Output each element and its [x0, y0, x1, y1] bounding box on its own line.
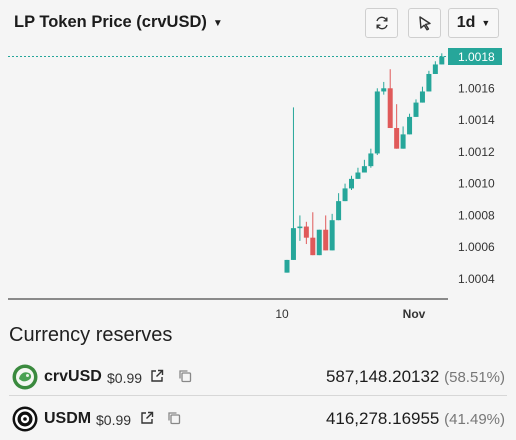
copy-icon[interactable]: [166, 410, 182, 426]
candle-body: [290, 228, 296, 260]
cursor-icon: [418, 16, 431, 31]
x-tick-label: Nov: [403, 307, 426, 321]
candle: [336, 193, 342, 221]
reserve-amount-value: 587,148.20132: [325, 367, 440, 386]
candle-body: [419, 91, 425, 103]
usdm-coin-icon: [12, 406, 38, 432]
candle: [316, 229, 322, 256]
candle: [426, 70, 432, 92]
time-range-label: 1d: [456, 14, 476, 31]
candle-body: [407, 116, 413, 135]
candle: [290, 107, 296, 260]
x-tick-label: 10: [275, 307, 289, 321]
candle: [413, 99, 419, 117]
y-tick-label: 1.0006: [458, 240, 495, 254]
candle: [284, 259, 290, 273]
candle: [368, 148, 374, 168]
candle: [342, 183, 348, 202]
y-tick-label: 1.0010: [458, 177, 495, 191]
candle-body: [413, 102, 419, 117]
copy-icon[interactable]: [177, 368, 193, 384]
candle-body: [374, 91, 380, 154]
crvusd-coin-icon: [12, 364, 38, 390]
candle-body: [323, 229, 329, 251]
candle: [310, 212, 316, 256]
time-range-dropdown[interactable]: 1d ▼: [448, 8, 499, 38]
coin-price: $0.99: [107, 370, 143, 386]
candle: [387, 69, 393, 129]
candle-body: [439, 56, 445, 65]
candle: [349, 175, 354, 190]
candle: [355, 167, 361, 179]
candle-body: [297, 226, 303, 229]
candle-body: [387, 88, 393, 129]
candle: [400, 126, 406, 149]
candle-body: [394, 128, 400, 149]
reserve-amount: 587,148.20132 (58.51%): [326, 367, 505, 387]
candle: [394, 104, 400, 149]
candles-group: [284, 53, 445, 273]
candle-body: [342, 188, 348, 202]
candle-body: [400, 134, 406, 149]
coin-price: $0.99: [96, 412, 132, 428]
candle: [432, 61, 438, 74]
y-tick-label: 1.0012: [458, 145, 495, 159]
external-link-icon[interactable]: [139, 410, 155, 426]
chart-title-dropdown[interactable]: LP Token Price (crvUSD) ▼: [14, 13, 223, 32]
candle-body: [432, 64, 438, 74]
candle: [419, 86, 425, 103]
refresh-icon: [375, 16, 388, 30]
reserve-share: (58.51%): [444, 369, 505, 386]
candle-body: [368, 153, 374, 167]
candle: [374, 88, 380, 156]
cursor-mode-button[interactable]: [408, 8, 441, 38]
candle-body: [316, 229, 322, 256]
y-tick-label: 1.0008: [458, 208, 495, 222]
reserve-amount: 416,278.16955 (41.49%): [326, 409, 505, 429]
chart-title: LP Token Price (crvUSD): [14, 13, 207, 31]
reserve-amount-value: 416,278.16955: [325, 409, 440, 428]
y-tick-label: 1.0014: [458, 113, 495, 127]
candle: [303, 221, 309, 245]
chevron-down-icon: ▼: [481, 18, 491, 28]
chevron-down-icon: ▼: [212, 18, 223, 29]
reserve-share: (41.49%): [444, 411, 505, 428]
section-title: Currency reserves: [9, 324, 173, 346]
coin-symbol: crvUSD: [44, 368, 102, 385]
candle: [297, 215, 303, 241]
candle-body: [303, 226, 309, 238]
candle-body: [329, 220, 335, 251]
candle-body: [284, 259, 290, 273]
candle-body: [426, 73, 432, 92]
candle-body: [355, 172, 361, 179]
refresh-button[interactable]: [365, 8, 398, 38]
last-price-badge: [448, 48, 502, 65]
candle: [381, 81, 387, 95]
candle: [329, 213, 335, 251]
y-tick-label: 1.0016: [458, 81, 495, 95]
candle: [323, 215, 329, 251]
candle: [439, 53, 445, 65]
x-axis: 10 Nov: [275, 307, 425, 321]
reserve-row: USDM $0.99 416,278.16955 (41.49%): [9, 398, 507, 438]
candle-body: [310, 237, 316, 256]
candle-body: [361, 166, 367, 173]
external-link-icon[interactable]: [149, 368, 165, 384]
candle-body: [349, 178, 354, 189]
coin-symbol: USDM: [44, 410, 92, 427]
y-axis: 1.0016 1.0014 1.0012 1.0010 1.0008 1.0006 1.00…: [458, 81, 495, 286]
reserve-row: crvUSD $0.99 587,148.20132 (58.51%): [9, 356, 507, 396]
price-chart[interactable]: 1.0016 1.0014 1.0012 1.0010 1.0008 1.0006 1.00…: [0, 42, 516, 326]
last-price-label: 1.0018: [458, 50, 495, 64]
candle-body: [381, 88, 387, 92]
candle: [361, 159, 367, 173]
y-tick-label: 1.0004: [458, 272, 495, 286]
candle-body: [336, 201, 342, 221]
candle: [407, 113, 413, 135]
